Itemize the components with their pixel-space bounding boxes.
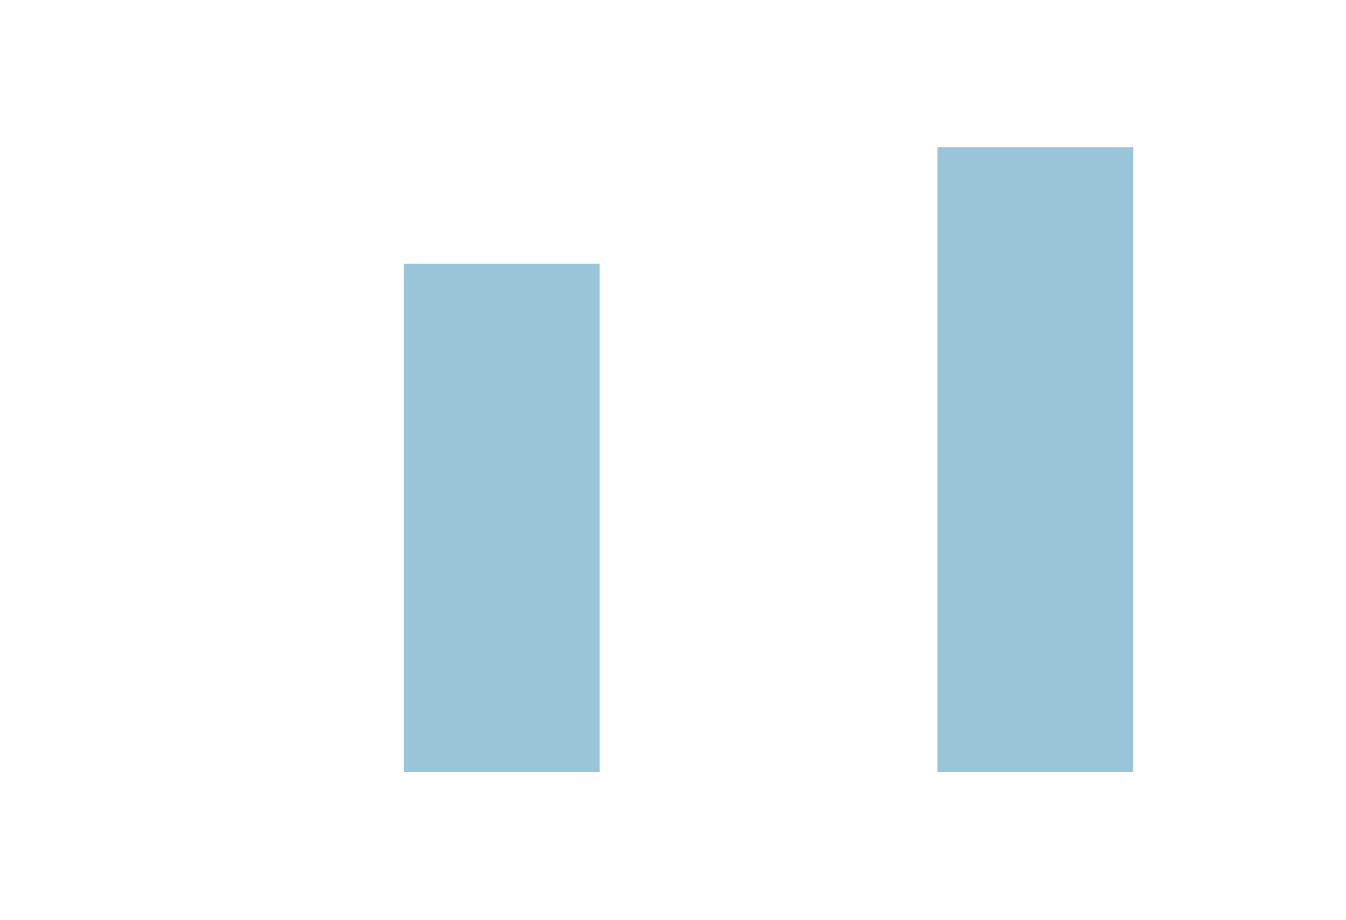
bars-group — [403, 147, 1134, 772]
bar-2 — [937, 147, 1134, 772]
bar-1 — [403, 263, 600, 772]
